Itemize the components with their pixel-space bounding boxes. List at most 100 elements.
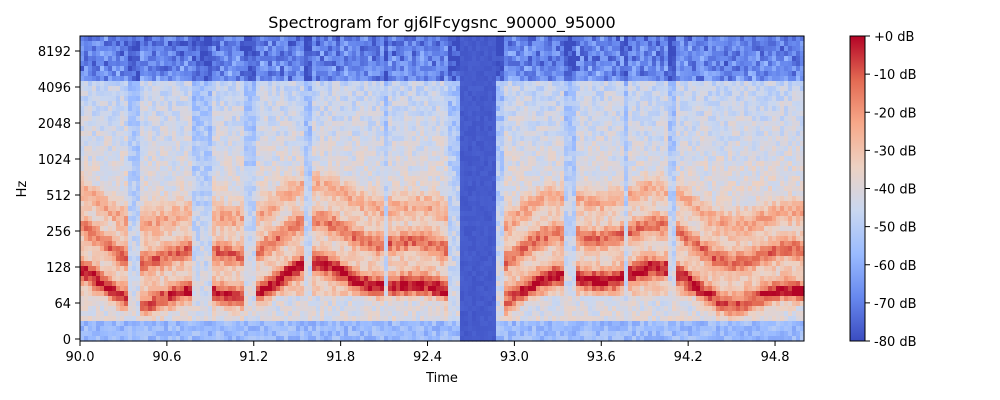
heatmap-cell: [184, 146, 189, 152]
heatmap-cell: [280, 61, 285, 67]
heatmap-cell: [364, 121, 369, 127]
heatmap-cell: [364, 106, 369, 112]
heatmap-cell: [384, 151, 389, 157]
heatmap-cell: [264, 136, 269, 142]
heatmap-cell: [284, 161, 289, 167]
heatmap-cell: [404, 101, 409, 107]
heatmap-cell: [224, 231, 229, 237]
heatmap-cell: [204, 156, 209, 162]
heatmap-cell: [296, 296, 301, 302]
heatmap-cell: [128, 171, 133, 177]
heatmap-cell: [168, 221, 173, 227]
heatmap-cell: [292, 71, 297, 77]
heatmap-cell: [220, 291, 225, 297]
heatmap-cell: [356, 61, 361, 67]
heatmap-cell: [116, 126, 121, 132]
heatmap-cell: [124, 76, 129, 82]
heatmap-cell: [300, 176, 305, 182]
heatmap-cell: [320, 136, 325, 142]
heatmap-cell: [112, 316, 117, 322]
heatmap-cell: [224, 121, 229, 127]
heatmap-cell: [340, 106, 345, 112]
heatmap-cell: [184, 246, 189, 252]
heatmap-cell: [348, 241, 353, 247]
heatmap-cell: [200, 191, 205, 197]
heatmap-cell: [216, 251, 221, 257]
heatmap-cell: [132, 191, 137, 197]
heatmap-cell: [324, 231, 329, 237]
heatmap-cell: [368, 131, 373, 137]
heatmap-cell: [292, 176, 297, 182]
heatmap-cell: [336, 181, 341, 187]
heatmap-cell: [212, 166, 217, 172]
heatmap-cell: [324, 316, 329, 322]
heatmap-cell: [328, 76, 333, 82]
heatmap-cell: [388, 271, 393, 277]
heatmap-cell: [224, 151, 229, 157]
heatmap-cell: [224, 166, 229, 172]
heatmap-cell: [376, 186, 381, 192]
heatmap-cell: [240, 271, 245, 277]
heatmap-cell: [260, 206, 265, 212]
heatmap-cell: [376, 281, 381, 287]
heatmap-cell: [128, 201, 133, 207]
heatmap-cell: [216, 216, 221, 222]
heatmap-cell: [164, 201, 169, 207]
heatmap-cell: [224, 126, 229, 132]
heatmap-cell: [396, 81, 401, 87]
heatmap-cell: [260, 261, 265, 267]
heatmap-cell: [184, 81, 189, 87]
heatmap-cell: [256, 296, 261, 302]
heatmap-cell: [84, 176, 89, 182]
heatmap-cell: [100, 146, 105, 152]
heatmap-cell: [308, 86, 313, 92]
heatmap-cell: [108, 221, 113, 227]
heatmap-cell: [216, 146, 221, 152]
heatmap-cell: [232, 121, 237, 127]
heatmap-cell: [304, 301, 309, 307]
heatmap-cell: [184, 51, 189, 57]
heatmap-cell: [296, 271, 301, 277]
heatmap-cell: [148, 76, 153, 82]
heatmap-cell: [240, 111, 245, 117]
heatmap-cell: [196, 121, 201, 127]
heatmap-cell: [84, 246, 89, 252]
heatmap-cell: [148, 311, 153, 317]
heatmap-cell: [232, 106, 237, 112]
heatmap-cell: [236, 116, 241, 122]
heatmap-cell: [108, 186, 113, 192]
heatmap-cell: [284, 76, 289, 82]
heatmap-cell: [192, 56, 197, 62]
heatmap-cell: [164, 241, 169, 247]
heatmap-cell: [336, 216, 341, 222]
heatmap-cell: [364, 111, 369, 117]
heatmap-cell: [108, 271, 113, 277]
heatmap-cell: [332, 331, 337, 337]
heatmap-cell: [368, 216, 373, 222]
heatmap-cell: [120, 336, 125, 342]
heatmap-cell: [92, 221, 97, 227]
heatmap-cell: [396, 211, 401, 217]
heatmap-cell: [356, 321, 361, 327]
heatmap-cell: [164, 41, 169, 47]
heatmap-cell: [404, 81, 409, 87]
heatmap-cell: [328, 131, 333, 137]
heatmap-cell: [200, 151, 205, 157]
heatmap-cell: [396, 166, 401, 172]
heatmap-cell: [264, 96, 269, 102]
heatmap-cell: [344, 51, 349, 57]
heatmap-cell: [168, 256, 173, 262]
heatmap-cell: [80, 171, 85, 177]
heatmap-cell: [108, 301, 113, 307]
heatmap-cell: [112, 211, 117, 217]
heatmap-cell: [268, 151, 273, 157]
heatmap-cell: [336, 131, 341, 137]
heatmap-cell: [208, 261, 213, 267]
heatmap-cell: [208, 171, 213, 177]
heatmap-cell: [340, 191, 345, 197]
heatmap-cell: [160, 181, 165, 187]
heatmap-cell: [240, 86, 245, 92]
heatmap-cell: [268, 306, 273, 312]
heatmap-cell: [236, 241, 241, 247]
heatmap-cell: [116, 291, 121, 297]
